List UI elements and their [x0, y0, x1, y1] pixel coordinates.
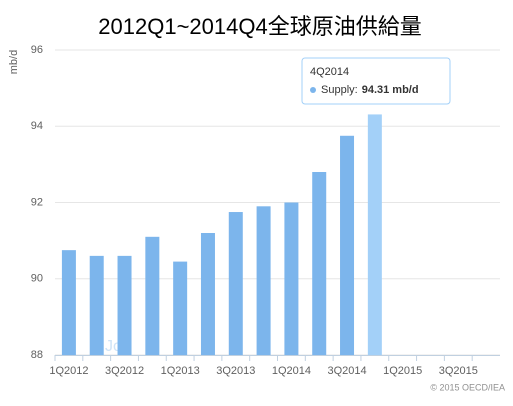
x-tick-label: 1Q2015	[383, 365, 422, 377]
y-axis-label: mb/d	[8, 50, 20, 74]
x-tick-label: 3Q2014	[327, 365, 366, 377]
x-tick-label: 1Q2012	[49, 365, 88, 377]
tooltip-box	[301, 57, 451, 105]
chart-title: 2012Q1~2014Q4全球原油供給量	[98, 14, 421, 39]
y-tick-label: 90	[31, 273, 43, 285]
bar	[173, 261, 188, 355]
bar	[117, 255, 132, 355]
credit: © 2015 OECD/IEA	[430, 382, 505, 392]
bar	[200, 233, 215, 355]
tooltip-value: 94.31 mb/d	[362, 84, 419, 96]
bar	[367, 114, 382, 356]
y-tick-label: 88	[31, 349, 43, 361]
tooltip-title: 4Q2014	[310, 66, 349, 78]
x-tick-label: 3Q2015	[439, 365, 478, 377]
x-tick-label: 1Q2014	[272, 365, 311, 377]
bar	[256, 206, 271, 355]
x-tick-label: 1Q2013	[161, 365, 200, 377]
bar	[61, 250, 76, 355]
bar	[312, 172, 327, 355]
x-tick-label: 3Q2013	[216, 365, 255, 377]
tooltip-label: Supply:	[321, 84, 358, 96]
tooltip: 4Q2014 Supply: 94.31 mb/d	[301, 57, 451, 105]
bar	[89, 255, 104, 355]
y-tick-label: 94	[31, 120, 43, 132]
bar	[228, 212, 243, 355]
bar	[340, 135, 355, 355]
x-tick-label: 3Q2012	[105, 365, 144, 377]
tooltip-marker	[310, 87, 316, 93]
y-tick-label: 92	[31, 196, 43, 208]
y-tick-label: 96	[31, 44, 43, 56]
bar	[284, 202, 299, 355]
bar	[145, 236, 160, 355]
tooltip-body: Supply: 94.31 mb/d	[321, 84, 419, 96]
